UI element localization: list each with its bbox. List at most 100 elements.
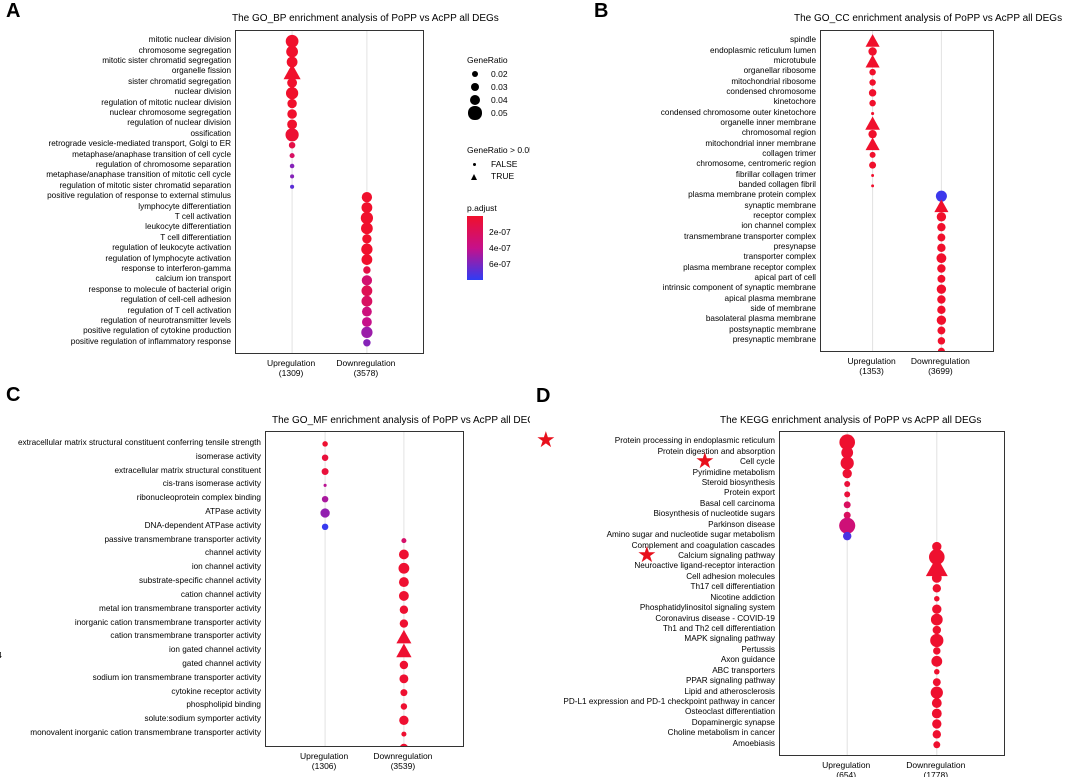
data-point[interactable] [937,337,946,345]
data-point[interactable] [842,468,852,479]
data-point[interactable] [398,562,410,574]
data-point[interactable] [865,34,880,47]
data-point[interactable] [286,56,298,68]
data-point[interactable] [869,99,876,107]
data-point[interactable] [839,517,856,534]
data-point[interactable] [930,633,944,648]
data-point[interactable] [362,234,372,244]
data-point[interactable] [363,266,371,274]
data-point[interactable] [931,708,942,719]
data-point[interactable] [398,590,409,601]
data-point[interactable] [322,441,328,447]
data-point[interactable] [869,161,877,169]
data-point[interactable] [361,192,373,203]
data-point[interactable] [285,87,299,100]
data-point[interactable] [287,109,297,119]
data-point[interactable] [936,284,947,294]
data-point[interactable] [869,151,876,158]
data-point[interactable] [932,678,941,687]
data-point[interactable] [934,199,949,213]
data-point[interactable] [937,233,946,242]
data-point[interactable] [871,111,875,116]
data-point[interactable] [361,275,373,286]
data-point[interactable] [323,483,327,487]
data-point[interactable] [285,128,299,142]
data-point[interactable] [400,703,408,710]
data-point[interactable] [931,572,942,583]
data-point[interactable] [841,446,854,459]
data-point[interactable] [937,264,946,273]
data-point[interactable] [839,434,855,451]
data-point[interactable] [937,222,946,232]
data-point[interactable] [283,63,301,80]
data-point[interactable] [865,137,880,151]
data-point[interactable] [868,129,877,139]
data-point[interactable] [930,686,943,699]
data-point[interactable] [936,212,947,222]
data-point[interactable] [361,285,373,297]
data-point[interactable] [287,77,298,88]
data-point[interactable] [289,153,295,159]
data-point[interactable] [937,243,946,253]
data-point[interactable] [933,647,941,655]
data-point[interactable] [290,184,295,189]
data-point[interactable] [320,508,330,518]
data-point[interactable] [937,326,946,335]
data-point[interactable] [285,34,299,48]
data-point[interactable] [931,655,943,667]
data-point[interactable] [398,549,409,560]
data-point[interactable] [399,605,409,614]
data-point[interactable] [321,523,329,531]
data-point[interactable] [399,715,409,725]
data-point[interactable] [361,326,373,339]
data-point[interactable] [932,604,942,614]
data-point[interactable] [401,538,407,544]
data-point[interactable] [363,339,371,347]
data-point[interactable] [865,54,880,68]
data-point[interactable] [290,174,295,179]
data-point[interactable] [868,89,877,97]
data-point[interactable] [396,643,412,658]
data-point[interactable] [937,305,946,315]
data-point[interactable] [932,730,941,739]
data-point[interactable] [361,306,372,317]
data-point[interactable] [287,98,297,109]
data-point[interactable] [936,253,947,264]
data-point[interactable] [321,454,329,461]
data-point[interactable] [287,119,298,130]
data-point[interactable] [361,254,373,265]
data-point[interactable] [399,619,409,628]
data-point[interactable] [937,295,946,304]
data-point[interactable] [865,116,880,130]
data-point[interactable] [871,174,875,177]
data-point[interactable] [321,468,329,476]
data-point[interactable] [935,190,947,202]
data-point[interactable] [840,456,854,470]
data-point[interactable] [321,495,329,503]
data-point[interactable] [869,79,876,86]
data-point[interactable] [288,141,296,149]
data-point[interactable] [932,625,941,635]
data-point[interactable] [934,668,940,675]
data-point[interactable] [361,295,373,307]
data-point[interactable] [400,689,408,697]
data-point[interactable] [934,595,940,602]
data-point[interactable] [844,491,851,498]
data-point[interactable] [932,719,942,729]
data-point[interactable] [398,577,409,588]
data-point[interactable] [399,660,409,670]
data-point[interactable] [937,274,946,283]
data-point[interactable] [289,163,295,169]
data-point[interactable] [399,674,409,684]
data-point[interactable] [933,741,941,749]
data-point[interactable] [400,743,408,746]
data-point[interactable] [936,315,947,325]
data-point[interactable] [286,45,298,58]
data-point[interactable] [844,480,851,487]
data-point[interactable] [931,698,942,708]
data-point[interactable] [932,541,942,552]
data-point[interactable] [932,584,941,593]
data-point[interactable] [930,613,943,626]
data-point[interactable] [843,501,851,509]
data-point[interactable] [361,222,373,235]
